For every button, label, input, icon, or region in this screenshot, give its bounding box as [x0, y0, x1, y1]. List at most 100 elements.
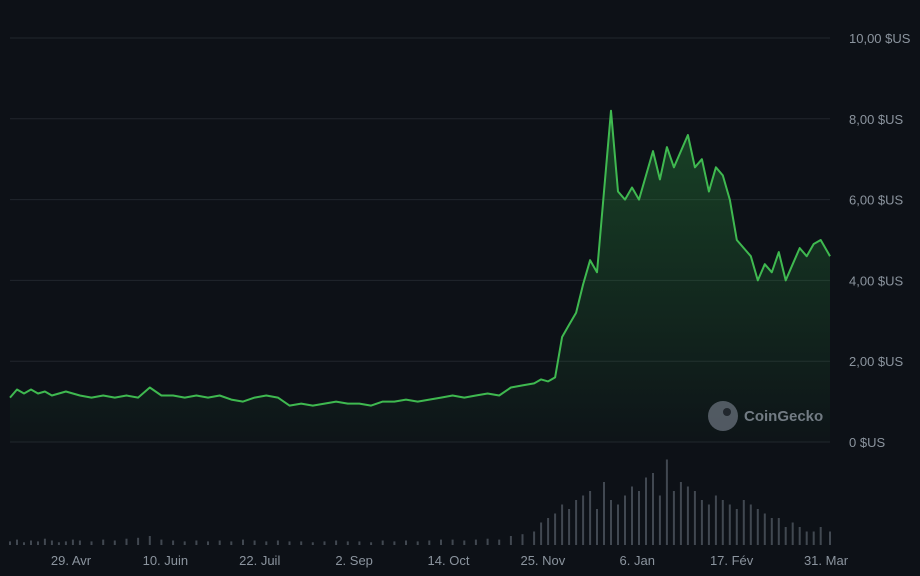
volume-bar	[561, 504, 564, 545]
y-tick-label: 2,00 $US	[849, 354, 904, 369]
y-tick-label: 10,00 $US	[849, 31, 911, 46]
volume-bar	[160, 539, 163, 545]
volume-bar	[721, 500, 724, 545]
volume-bar	[791, 522, 794, 545]
volume-bar	[652, 473, 654, 545]
volume-bar	[183, 541, 186, 545]
volume-bar	[207, 541, 209, 545]
volume-bar	[370, 542, 373, 545]
volume-bar	[610, 500, 612, 545]
volume-bar	[242, 539, 244, 545]
volume-bar	[16, 539, 18, 545]
volume-bar	[596, 509, 598, 545]
volume-bar	[812, 531, 815, 545]
volume-bar	[805, 531, 808, 545]
volume-bar	[102, 539, 105, 545]
volume-bar	[728, 504, 731, 545]
volume-bar	[589, 491, 592, 545]
volume-bar	[125, 538, 128, 545]
volume-bar	[568, 509, 571, 545]
volume-bar	[498, 539, 501, 545]
volume-bar	[50, 540, 53, 545]
volume-bar	[742, 500, 745, 545]
y-tick-label: 8,00 $US	[849, 112, 904, 127]
volume-bar	[707, 504, 710, 545]
volume-bar	[777, 518, 780, 545]
volume-bars	[9, 459, 831, 545]
x-tick-label: 10. Juin	[143, 553, 189, 568]
volume-bar	[300, 541, 303, 545]
volume-bar	[638, 491, 640, 545]
y-tick-label: 0 $US	[849, 435, 885, 450]
volume-bar	[582, 495, 585, 545]
volume-bar	[509, 536, 512, 545]
volume-bar	[57, 542, 60, 545]
volume-bar	[71, 539, 74, 545]
volume-bar	[658, 495, 661, 545]
volume-bar	[474, 539, 477, 545]
price-area	[10, 110, 830, 442]
volume-bar	[113, 540, 116, 545]
volume-bar	[276, 540, 279, 545]
x-tick-label: 6. Jan	[620, 553, 655, 568]
volume-bar	[714, 495, 717, 545]
volume-bar	[486, 538, 489, 545]
volume-bar	[218, 540, 221, 545]
x-tick-label: 22. Juil	[239, 553, 280, 568]
volume-bar	[756, 509, 759, 545]
y-axis-ticks: 0 $US 2,00 $US 4,00 $US 6,00 $US 8,00 $US 10,…	[849, 31, 911, 450]
volume-bar	[43, 538, 46, 545]
volume-bar	[603, 482, 605, 545]
volume-bar	[770, 518, 773, 545]
volume-bar	[521, 534, 524, 545]
volume-bar	[686, 486, 689, 545]
volume-bar	[30, 540, 32, 545]
volume-bar	[784, 527, 787, 545]
volume-bar	[253, 540, 256, 545]
volume-bar	[451, 539, 454, 545]
watermark-text: CoinGecko	[744, 408, 823, 425]
x-tick-label: 17. Fév	[710, 553, 754, 568]
volume-bar	[798, 527, 801, 545]
volume-bar	[335, 540, 338, 545]
x-tick-label: 2. Sep	[335, 553, 373, 568]
volume-bar	[9, 541, 11, 545]
volume-bar	[672, 491, 675, 545]
volume-bar	[311, 542, 314, 545]
volume-bar	[631, 486, 633, 545]
volume-bar	[575, 500, 578, 545]
volume-bar	[735, 509, 738, 545]
x-tick-label: 29. Avr	[51, 553, 92, 568]
volume-bar	[405, 540, 407, 545]
volume-bar	[90, 541, 93, 545]
volume-bar	[819, 527, 822, 545]
volume-bar	[393, 541, 396, 545]
volume-bar	[679, 482, 682, 545]
volume-bar	[617, 504, 619, 545]
volume-bar	[416, 541, 419, 545]
volume-bar	[288, 541, 291, 545]
volume-bar	[547, 518, 550, 545]
coingecko-logo-icon	[708, 401, 738, 431]
volume-bar	[700, 500, 703, 545]
volume-bar	[554, 513, 557, 545]
volume-bar	[265, 541, 268, 545]
y-tick-label: 4,00 $US	[849, 273, 904, 288]
volume-bar	[37, 541, 39, 545]
x-axis-ticks: 29. Avr 10. Juin 22. Juil 2. Sep 14. Oct 25. …	[51, 553, 849, 568]
volume-bar	[346, 541, 349, 545]
volume-bar	[195, 540, 198, 545]
volume-bar	[172, 540, 175, 545]
volume-bar	[829, 531, 831, 545]
volume-bar	[665, 459, 668, 545]
volume-bar	[440, 539, 442, 545]
volume-bar	[381, 540, 384, 545]
y-tick-label: 6,00 $US	[849, 193, 904, 208]
volume-bar	[693, 491, 696, 545]
coingecko-watermark: CoinGecko	[708, 401, 823, 431]
volume-bar	[624, 495, 626, 545]
volume-bar	[645, 477, 647, 545]
coingecko-logo-eye	[723, 408, 731, 416]
volume-bar	[230, 541, 233, 545]
